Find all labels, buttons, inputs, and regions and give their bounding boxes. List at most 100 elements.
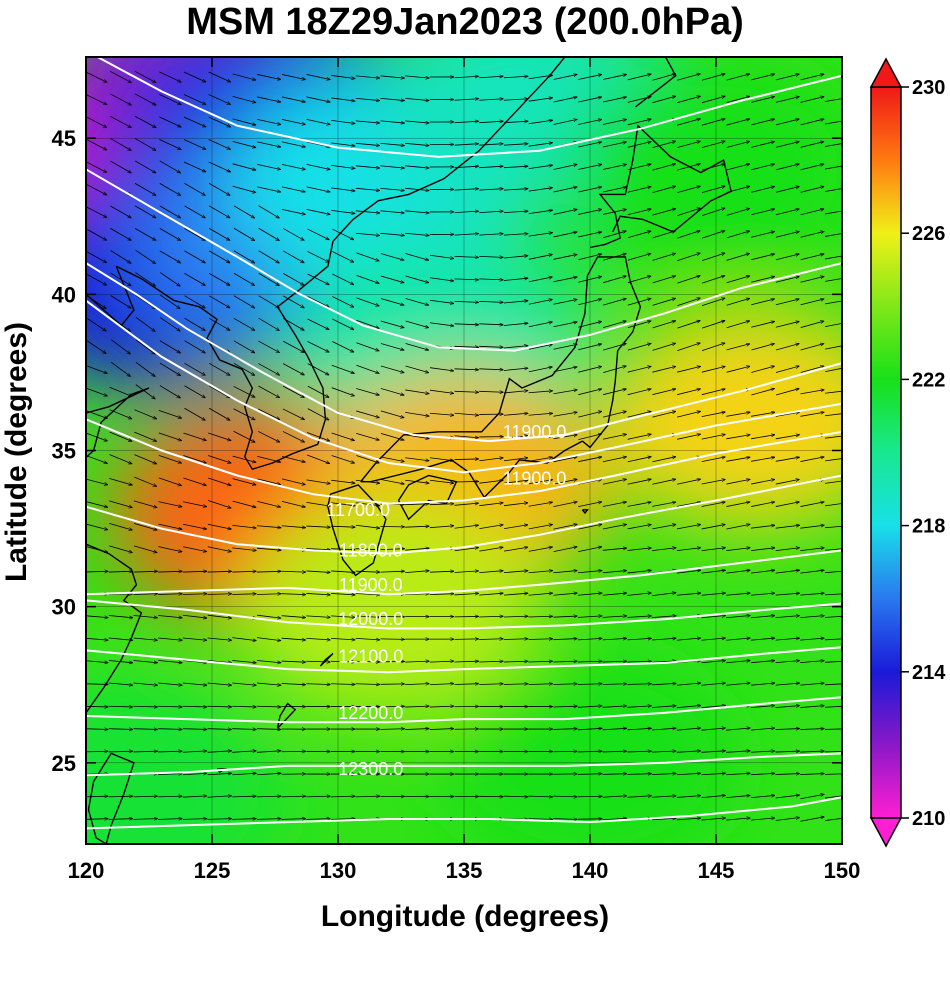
wind-arrow <box>775 774 800 775</box>
wind-arrow <box>233 205 255 218</box>
wind-arrow <box>479 571 503 574</box>
wind-arrow <box>158 796 182 797</box>
wind-arrow <box>454 279 479 280</box>
wind-arrow <box>232 95 256 102</box>
y-tick-label: 35 <box>52 439 76 464</box>
wind-arrow <box>182 819 207 820</box>
wind-arrow <box>577 638 602 639</box>
wind-arrow <box>110 93 131 105</box>
wind-arrow <box>405 594 429 595</box>
wind-arrow <box>256 594 281 595</box>
wind-arrow <box>110 295 131 309</box>
wind-arrow <box>355 661 380 662</box>
wind-arrow <box>627 343 651 351</box>
wind-arrow <box>800 794 824 800</box>
wind-arrow <box>256 614 281 618</box>
wind-arrow <box>133 594 157 595</box>
wind-arrow <box>627 389 651 396</box>
coastline-russia-coast <box>352 57 566 220</box>
wind-arrow <box>332 251 354 263</box>
wind-arrow <box>652 479 675 485</box>
wind-arrow <box>405 457 429 461</box>
wind-arrow <box>676 593 701 596</box>
wind-arrow <box>503 413 528 416</box>
wind-arrow <box>775 187 799 193</box>
wind-arrow <box>133 660 158 663</box>
wind-arrow <box>553 639 577 640</box>
wind-arrow <box>306 186 330 192</box>
wind-arrow <box>282 385 304 397</box>
wind-arrow <box>306 796 330 797</box>
wind-arrow <box>182 751 207 752</box>
wind-arrow <box>726 231 750 239</box>
wind-arrow <box>726 683 750 686</box>
wind-arrow <box>110 339 130 354</box>
x-tick-label: 120 <box>68 858 105 883</box>
wind-arrow <box>824 660 842 663</box>
wind-arrow <box>184 317 206 330</box>
wind-arrow <box>380 75 404 78</box>
wind-arrow <box>356 319 379 328</box>
wind-arrow <box>429 299 454 303</box>
height-contour <box>86 696 842 724</box>
wind-arrow <box>800 97 824 103</box>
wind-arrow <box>182 594 207 595</box>
wind-arrow <box>479 369 503 370</box>
x-tick-label: 150 <box>824 858 861 883</box>
wind-arrow <box>133 682 158 685</box>
wind-arrow <box>454 211 479 212</box>
colorbar-tick-label: 210 <box>912 808 945 830</box>
wind-arrow <box>528 661 553 662</box>
wind-arrow <box>86 228 107 241</box>
plot-area: 11900.0 11900.0 11700.0 11800.0 11900.0 12000… <box>52 56 861 883</box>
wind-arrow <box>355 165 380 168</box>
wind-arrow <box>701 434 726 440</box>
contour-label: 12100.0 <box>338 647 403 667</box>
wind-arrow <box>553 187 577 193</box>
wind-arrow <box>134 138 156 150</box>
wind-arrow <box>158 751 182 752</box>
wind-arrow <box>281 141 305 147</box>
wind-arrow <box>184 362 205 375</box>
wind-arrow <box>726 570 750 574</box>
wind-arrow <box>603 231 626 239</box>
wind-arrow <box>86 410 107 418</box>
wind-arrow <box>207 682 232 685</box>
wind-arrow <box>602 548 627 551</box>
wind-arrow <box>627 434 651 440</box>
wind-arrow <box>86 523 107 530</box>
wind-arrow <box>158 546 181 552</box>
wind-arrow <box>331 819 355 820</box>
wind-arrow <box>775 366 799 373</box>
height-contours <box>86 57 842 830</box>
wind-arrow <box>208 362 230 375</box>
wind-arrow <box>800 593 824 596</box>
wind-arrow <box>602 142 626 148</box>
wind-arrow <box>726 638 750 641</box>
wind-arrow <box>281 163 305 169</box>
wind-arrow <box>627 684 651 685</box>
wind-arrow <box>158 682 182 685</box>
wind-arrow <box>602 684 627 685</box>
wind-arrow <box>701 616 726 619</box>
wind-arrow <box>701 502 726 507</box>
wind-arrow <box>578 479 602 485</box>
wind-arrow <box>86 138 106 150</box>
wind-arrow <box>281 571 306 572</box>
wind-arrow <box>405 343 429 350</box>
wind-arrow <box>800 457 824 462</box>
wind-arrow <box>701 751 726 752</box>
wind-arrow <box>578 254 601 261</box>
wind-arrow <box>800 119 824 126</box>
wind-arrow <box>701 457 726 462</box>
wind-arrow <box>158 819 182 820</box>
colorbar-tick-label: 230 <box>912 77 945 99</box>
wind-arrow <box>775 276 799 283</box>
wind-arrow <box>258 363 279 376</box>
wind-arrow <box>233 385 255 397</box>
contour-label: 11800.0 <box>339 540 403 560</box>
wind-arrow <box>380 165 404 168</box>
wind-arrow <box>208 500 231 508</box>
wind-arrow <box>676 751 701 752</box>
wind-arrow <box>701 593 726 596</box>
